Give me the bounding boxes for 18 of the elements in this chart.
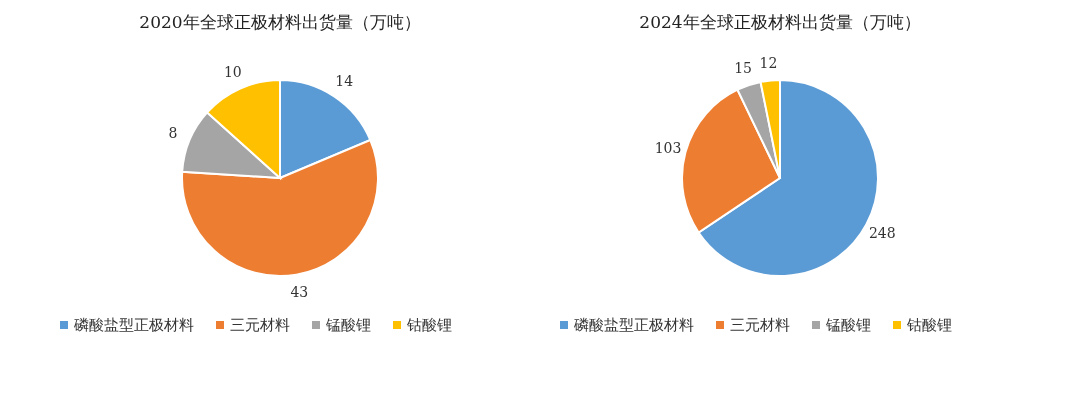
data-label: 14 [335, 73, 354, 90]
data-label: 248 [868, 224, 896, 241]
legend-label: 三元材料 [230, 316, 290, 334]
legend-label: 锰酸锂 [325, 316, 371, 334]
legend-label: 锰酸锂 [825, 316, 871, 334]
data-label: 43 [290, 284, 309, 301]
chart-title: 2024年全球正极材料出货量（万吨） [639, 12, 921, 32]
legend-label: 钴酸锂 [906, 316, 952, 334]
legend-label: 三元材料 [730, 316, 790, 334]
data-label: 12 [759, 54, 778, 71]
legend-label: 磷酸盐型正极材料 [73, 316, 194, 334]
data-label: 103 [654, 139, 682, 156]
chart-title: 2020年全球正极材料出货量（万吨） [139, 12, 421, 32]
data-label: 10 [223, 64, 242, 81]
data-label: 15 [734, 60, 752, 77]
legend-label: 钴酸锂 [406, 316, 452, 334]
data-label: 8 [168, 125, 178, 142]
legend-label: 磷酸盐型正极材料 [573, 316, 694, 334]
